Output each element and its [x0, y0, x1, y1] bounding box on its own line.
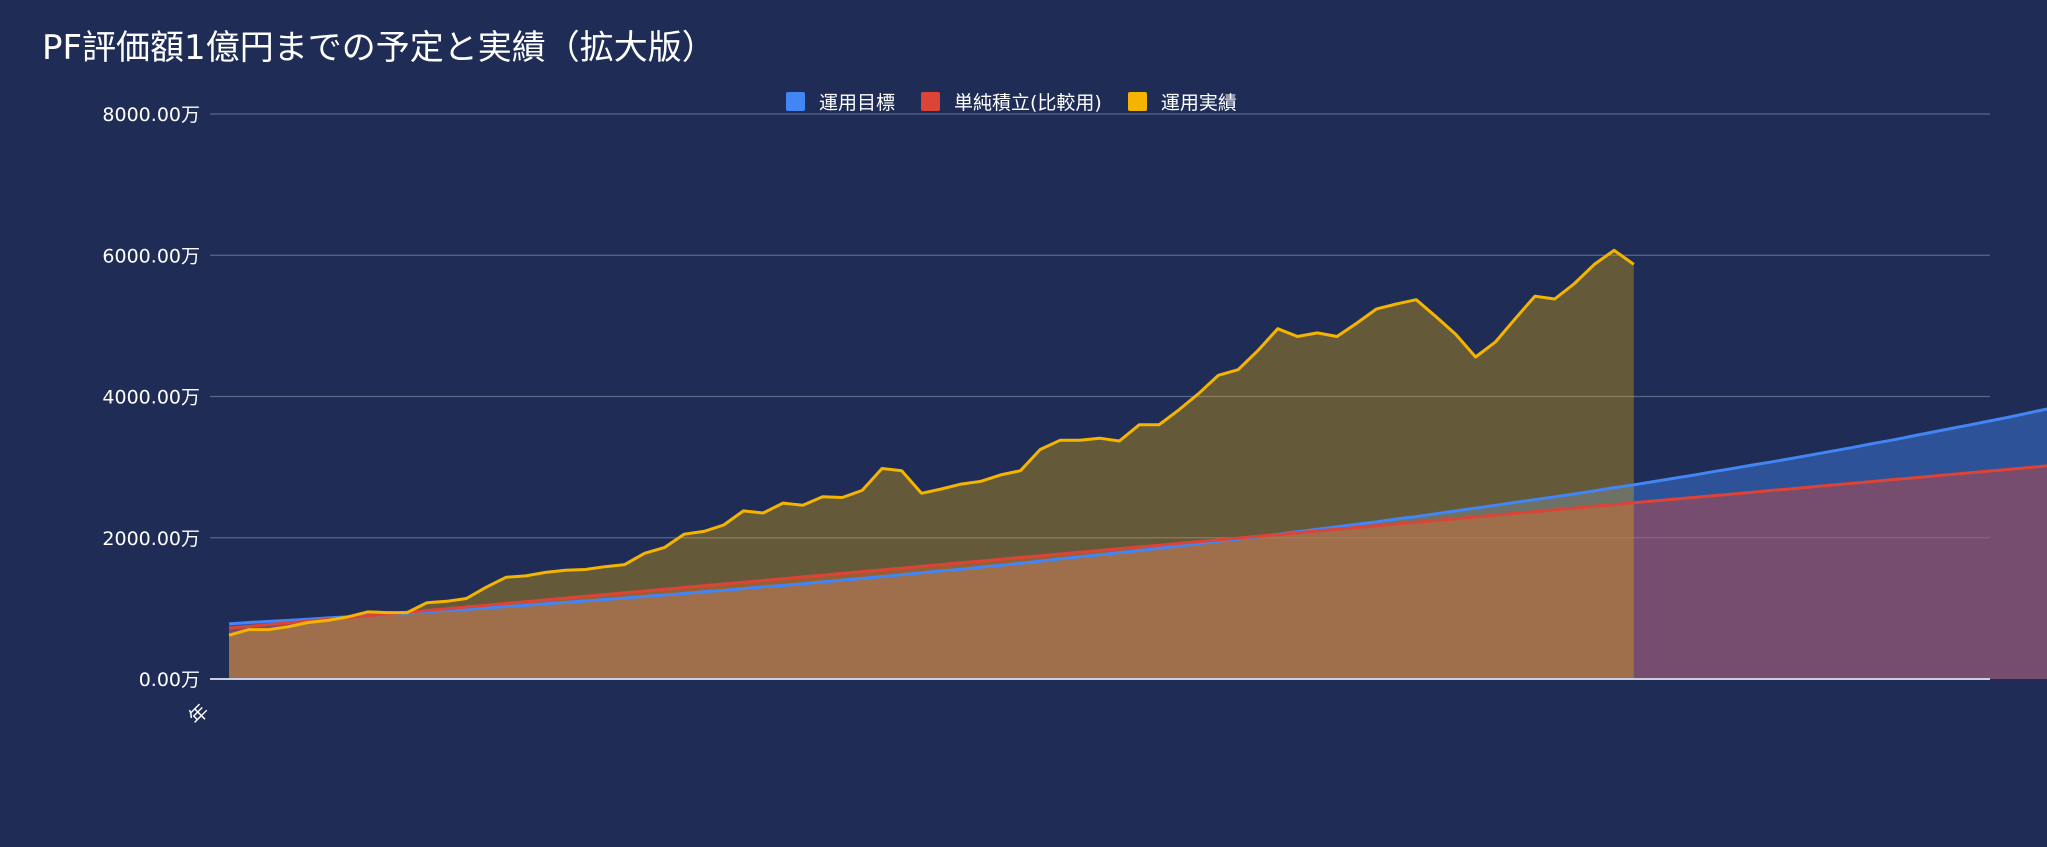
y-tick-label: 6000.00万	[102, 245, 200, 267]
legend-item-actual[interactable]: 運用実績	[1127, 88, 1237, 115]
legend-label-target: 運用目標	[819, 92, 896, 114]
series-line-actual	[228, 248, 1635, 637]
legend-label-simple: 単純積立(比較用)	[954, 92, 1102, 114]
y-tick-label: 0.00万	[139, 669, 200, 691]
y-tick-label: 2000.00万	[102, 528, 200, 550]
legend-swatch-simple	[921, 92, 941, 111]
legend-swatch-actual	[1127, 92, 1147, 111]
chart-title: PF評価額1億円までの予定と実績（拡大版）	[42, 28, 716, 68]
legend: 運用目標 単純積立(比較用) 運用実績	[786, 88, 1263, 115]
series-line-target	[228, 407, 2047, 626]
legend-item-target[interactable]: 運用目標	[786, 88, 895, 115]
series-area-actual	[229, 250, 1634, 680]
legend-label-actual: 運用実績	[1160, 92, 1237, 114]
legend-swatch-target	[786, 92, 805, 111]
series-area-simple	[229, 465, 2047, 679]
series-area-target	[229, 409, 2047, 679]
y-tick-label: 8000.00万	[102, 104, 200, 126]
x-axis-label: 年	[185, 700, 214, 729]
series-line-simple	[228, 464, 2047, 630]
legend-item-simple[interactable]: 単純積立(比較用)	[921, 88, 1102, 115]
y-tick-label: 4000.00万	[102, 387, 200, 409]
